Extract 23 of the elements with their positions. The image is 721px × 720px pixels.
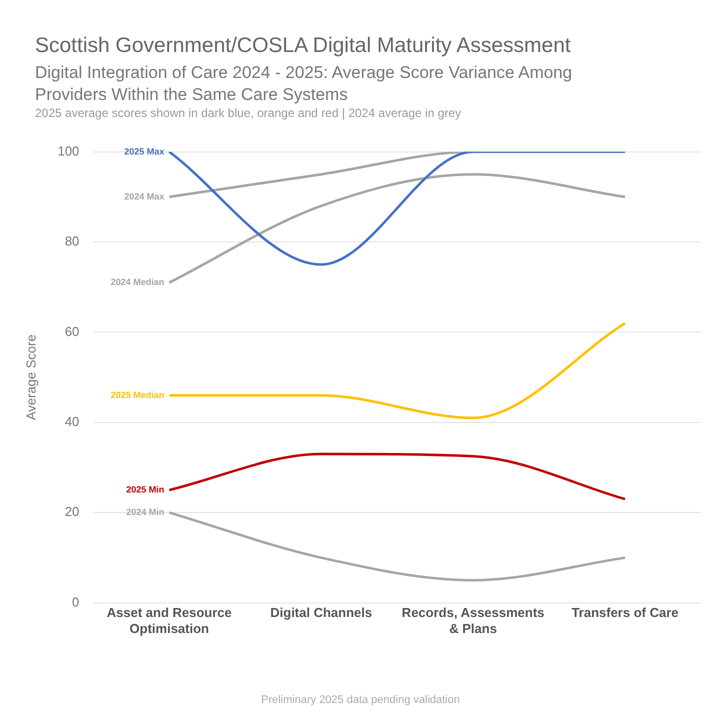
y-axis-title: Average Score (23, 334, 38, 420)
x-tick-label: Transfers of Care (572, 605, 679, 620)
y-tick-label: 40 (64, 414, 80, 429)
y-tick-label: 0 (72, 594, 80, 610)
series-label: 2024 Min (126, 507, 164, 518)
y-tick-label: 100 (58, 143, 80, 158)
x-tick-label: Digital Channels (270, 605, 372, 620)
series-label: 2025 Min (126, 484, 164, 495)
y-tick-label: 20 (64, 504, 80, 520)
line-series (168, 173, 626, 284)
y-tick-label: 60 (64, 324, 80, 339)
x-tick-label: Asset and Resource Optimisation (106, 605, 232, 636)
chart-subtitle: Digital Integration of Care 2024 - 2025: Average Score Variance Among Providers Within the Same Care Systems (35, 62, 574, 106)
series-label: 2025 Median (110, 390, 164, 400)
text: 2025 average scores shown in dark blue, orange and red | 2024 average in grey (35, 106, 462, 120)
y-tick-label: 80 (64, 234, 80, 249)
x-tick-label: Records, Assessments & Plans (402, 605, 544, 636)
series-label: 2024 Max (124, 191, 164, 202)
line-series (168, 452, 626, 500)
text: Preliminary 2025 data pending validation (260, 694, 461, 706)
series-label: 2024 Median (110, 277, 164, 288)
chart-title: Scottish Government/COSLA Digital Maturity Assessment (35, 34, 571, 58)
series-label: 2025 Max (124, 146, 164, 156)
